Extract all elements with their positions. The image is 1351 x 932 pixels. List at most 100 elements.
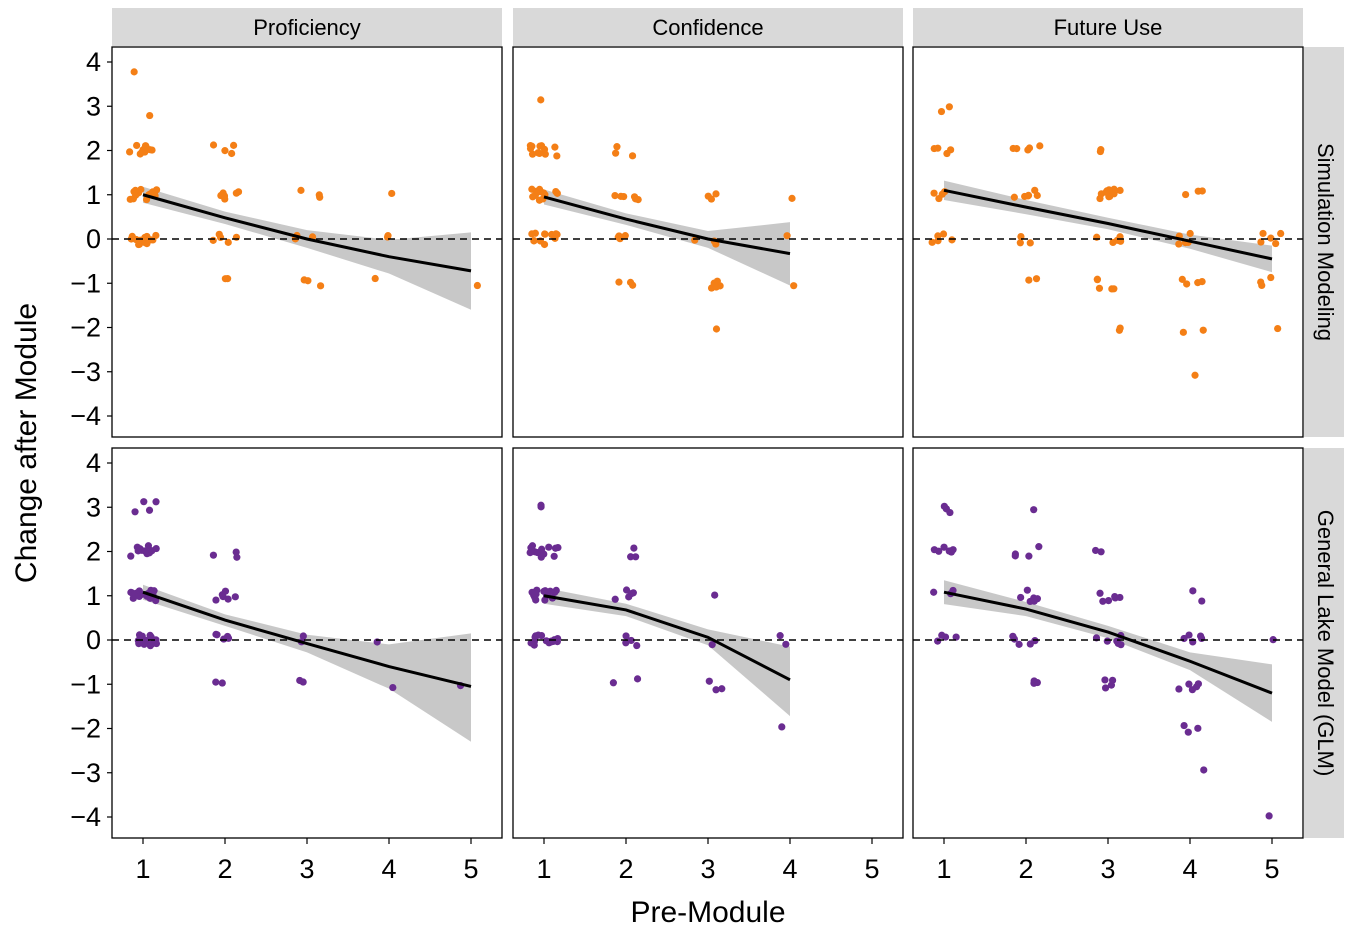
- data-point: [1185, 680, 1193, 688]
- data-point: [131, 508, 139, 516]
- data-point: [632, 553, 640, 561]
- data-point: [943, 149, 951, 158]
- data-point: [152, 498, 160, 506]
- row-strip-label: Simulation Modeling: [1313, 143, 1338, 341]
- data-point: [530, 237, 538, 245]
- data-point: [232, 548, 240, 556]
- data-point: [937, 107, 946, 116]
- fit-line: [543, 195, 791, 256]
- data-point: [776, 632, 784, 640]
- x-tick-label-2: 2: [217, 854, 232, 884]
- y-tick-label-2: 2: [86, 136, 101, 166]
- data-point: [1117, 641, 1125, 649]
- data-point: [949, 546, 957, 554]
- x-axis-title: Pre-Module: [630, 896, 785, 929]
- data-point: [538, 545, 546, 553]
- panel-general-proficiency: [111, 447, 503, 839]
- confidence-band: [544, 189, 790, 286]
- data-point: [130, 68, 138, 76]
- data-point: [711, 591, 719, 599]
- data-point: [221, 275, 229, 283]
- data-point: [940, 543, 948, 551]
- fit-line: [142, 590, 472, 688]
- data-point: [146, 111, 154, 120]
- data-point: [130, 591, 138, 599]
- data-point: [930, 189, 938, 197]
- data-point: [1182, 190, 1190, 199]
- data-point: [531, 229, 539, 237]
- data-point: [1011, 550, 1019, 558]
- data-point: [531, 191, 539, 199]
- data-point: [934, 637, 942, 645]
- data-point: [626, 278, 635, 286]
- x-tick-label-2: 2: [618, 854, 633, 884]
- data-point: [142, 143, 150, 151]
- x-tick-label-3: 3: [299, 854, 314, 884]
- data-point: [526, 549, 534, 557]
- x-tick-label-1: 1: [135, 854, 150, 884]
- y-tick-label-minus-1: −1: [70, 268, 101, 298]
- data-point: [1030, 597, 1038, 605]
- data-point: [126, 148, 134, 156]
- data-point: [630, 544, 638, 552]
- row-strip-1: [1304, 448, 1344, 838]
- data-point: [1010, 635, 1019, 643]
- data-point: [528, 150, 537, 158]
- data-point: [1107, 681, 1116, 689]
- data-point: [622, 586, 631, 594]
- data-point: [712, 686, 720, 694]
- data-point: [300, 276, 308, 284]
- panel-simulation-future-use: [912, 46, 1304, 438]
- data-point: [1097, 146, 1105, 154]
- data-point: [609, 679, 617, 687]
- data-point: [928, 238, 936, 246]
- data-point: [940, 502, 948, 510]
- data-point: [625, 593, 633, 601]
- data-point: [532, 596, 540, 604]
- data-point: [536, 142, 544, 150]
- data-point: [130, 188, 138, 196]
- data-point: [938, 631, 946, 639]
- data-point: [1257, 238, 1265, 246]
- y-tick-label-3: 3: [86, 492, 101, 522]
- fit-line: [943, 188, 1273, 261]
- data-point: [532, 590, 540, 598]
- y-tick-label-minus-2: −2: [70, 313, 101, 343]
- data-point: [930, 588, 938, 596]
- data-point: [622, 632, 630, 640]
- data-point: [708, 641, 716, 649]
- data-point: [1267, 273, 1275, 282]
- data-point: [1198, 597, 1206, 605]
- confidence-band: [143, 584, 471, 742]
- data-point: [554, 634, 562, 643]
- data-point: [541, 230, 549, 238]
- data-point: [710, 279, 718, 287]
- y-tick-label-2: 2: [86, 537, 101, 567]
- data-point: [1194, 680, 1203, 688]
- x-tick-label-1: 1: [936, 854, 951, 884]
- data-point: [554, 543, 562, 552]
- y-tick-label-minus-4: −4: [70, 802, 101, 832]
- data-point: [1093, 233, 1101, 241]
- data-point: [712, 190, 720, 198]
- data-point: [1026, 239, 1034, 247]
- data-point: [152, 544, 160, 553]
- data-point: [1198, 187, 1206, 195]
- panel-simulation-confidence: [512, 46, 904, 438]
- data-point: [1010, 193, 1018, 201]
- data-point: [140, 640, 148, 648]
- data-point: [212, 630, 220, 638]
- data-point: [1030, 506, 1038, 514]
- y-tick-label-4: 4: [86, 448, 101, 478]
- panel-general-confidence: [512, 447, 904, 839]
- x-tick-label-3: 3: [1100, 854, 1115, 884]
- data-point: [634, 195, 642, 204]
- x-tick-label-4: 4: [1182, 854, 1197, 884]
- x-tick-label-1: 1: [536, 854, 551, 884]
- y-tick-label-0: 0: [86, 625, 101, 655]
- data-point: [141, 547, 149, 555]
- data-point: [1198, 634, 1206, 643]
- data-point: [1102, 188, 1110, 196]
- data-point: [552, 586, 560, 594]
- data-point: [220, 635, 228, 643]
